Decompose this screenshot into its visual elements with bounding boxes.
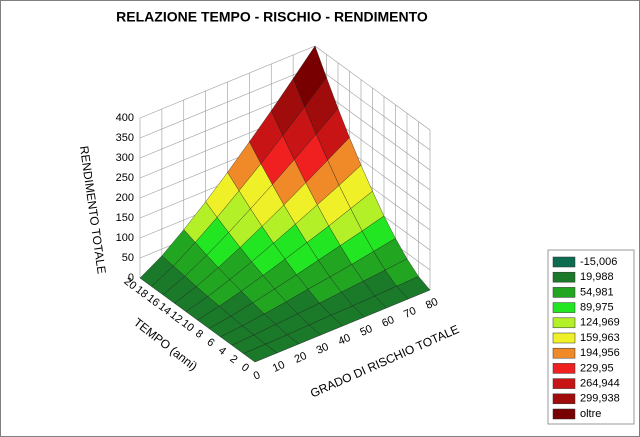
legend-label: 89,975 — [580, 302, 614, 314]
legend-label: -15,006 — [580, 256, 617, 268]
y-tick-label: 80 — [424, 296, 440, 312]
legend-label: 159,963 — [580, 332, 620, 344]
x-tick-label: 16 — [145, 292, 162, 309]
legend-swatch — [552, 378, 576, 389]
y-tick-label: 20 — [293, 350, 309, 366]
legend-label: 194,956 — [580, 347, 620, 359]
z-tick-label: 150 — [116, 212, 134, 224]
y-tick-label: 30 — [315, 341, 331, 357]
legend-label: 264,944 — [580, 378, 620, 390]
legend-swatch — [552, 332, 576, 344]
surface-cell — [242, 343, 278, 363]
y-tick-label: 70 — [402, 305, 418, 321]
y-tick-label: 0 — [252, 369, 262, 382]
legend-swatch — [552, 317, 576, 329]
z-tick-label: 0 — [128, 272, 134, 284]
legend-swatch — [552, 271, 576, 283]
legend-swatch — [552, 256, 576, 268]
legend-swatch — [552, 302, 576, 313]
z-tick-label: 50 — [122, 252, 134, 264]
legend-label: 299,938 — [580, 393, 620, 405]
y-tick-label: 60 — [380, 314, 396, 330]
z-tick-label: 200 — [116, 192, 134, 204]
x-tick-label: 20 — [122, 275, 139, 292]
legend-label: 229,95 — [580, 362, 614, 374]
chart-title: RELAZIONE TEMPO - RISCHIO - RENDIMENTO — [116, 9, 428, 25]
z-tick-label: 300 — [116, 152, 134, 164]
z-tick-label: 400 — [116, 112, 134, 124]
legend-swatch — [552, 393, 576, 405]
z-tick-label: 250 — [116, 172, 134, 184]
z-tick-label: 100 — [116, 232, 134, 244]
x-tick-label: 14 — [156, 301, 173, 318]
legend-swatch — [552, 408, 576, 420]
x-tick-label: 10 — [179, 317, 196, 334]
legend-label: 54,981 — [580, 286, 614, 298]
y-tick-label: 50 — [358, 323, 374, 339]
z-tick-label: 350 — [116, 132, 134, 144]
legend-swatch — [552, 287, 576, 298]
legend-swatch — [552, 347, 576, 359]
y-tick-label: 10 — [271, 359, 287, 375]
legend-label: oltre — [580, 408, 601, 420]
x-tick-label: 12 — [168, 309, 185, 326]
legend-label: 19,988 — [580, 271, 614, 283]
x-tick-label: 18 — [133, 284, 150, 301]
y-tick-label: 40 — [336, 332, 352, 348]
legend-label: 124,969 — [580, 317, 620, 329]
legend-swatch — [552, 363, 576, 374]
